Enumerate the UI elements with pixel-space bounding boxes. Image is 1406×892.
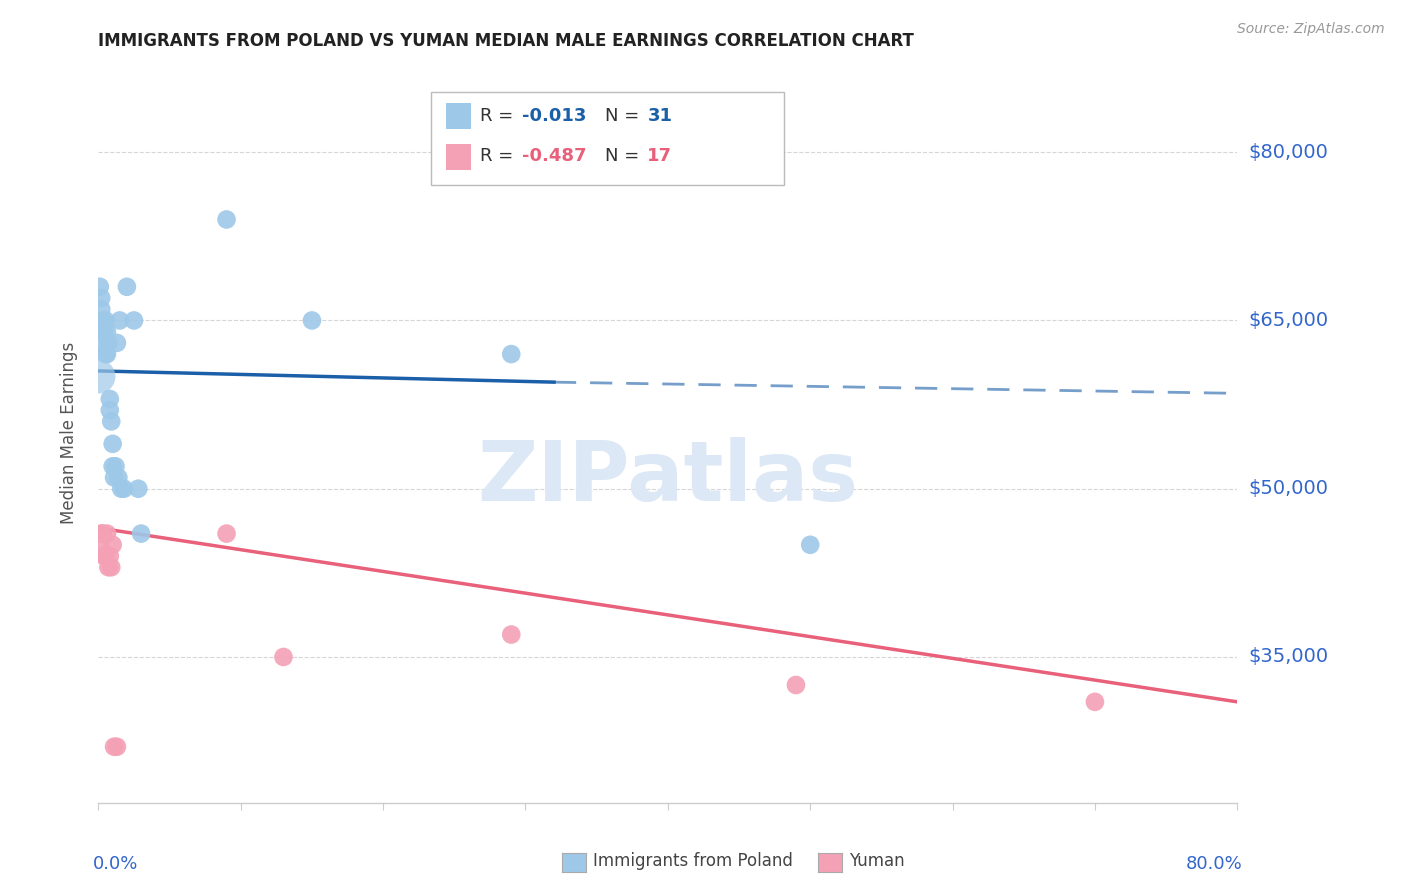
Text: $65,000: $65,000 <box>1249 311 1329 330</box>
Point <box>501 347 523 361</box>
Text: Immigrants from Poland: Immigrants from Poland <box>593 852 793 870</box>
Point <box>108 313 131 327</box>
Point <box>96 347 118 361</box>
Point <box>97 335 120 350</box>
Point <box>96 526 118 541</box>
Point <box>93 325 115 339</box>
Text: $80,000: $80,000 <box>1249 143 1329 161</box>
Point <box>97 560 120 574</box>
Text: 17: 17 <box>647 147 672 165</box>
FancyBboxPatch shape <box>432 92 785 185</box>
Text: 0.0%: 0.0% <box>93 855 138 872</box>
Text: $50,000: $50,000 <box>1249 479 1329 499</box>
Text: N =: N = <box>605 147 645 165</box>
Point <box>90 291 112 305</box>
Point <box>103 470 125 484</box>
Point <box>110 482 132 496</box>
Point <box>215 526 238 541</box>
Point <box>93 335 115 350</box>
Point <box>301 313 323 327</box>
Text: ZIPatlas: ZIPatlas <box>478 436 858 517</box>
FancyBboxPatch shape <box>446 103 471 129</box>
Text: -0.487: -0.487 <box>522 147 586 165</box>
Point <box>90 526 112 541</box>
Point <box>89 280 111 294</box>
Point <box>115 280 138 294</box>
Point <box>501 627 523 641</box>
Point <box>94 313 117 327</box>
Point <box>127 482 149 496</box>
Point <box>94 549 117 563</box>
Y-axis label: Median Male Earnings: Median Male Earnings <box>59 342 77 524</box>
Point <box>104 459 127 474</box>
Text: N =: N = <box>605 107 645 125</box>
Point <box>785 678 807 692</box>
Point <box>101 459 124 474</box>
Point <box>215 212 238 227</box>
Point <box>100 414 122 428</box>
Text: -0.013: -0.013 <box>522 107 586 125</box>
Point <box>101 538 124 552</box>
Text: R =: R = <box>479 147 519 165</box>
Point <box>273 650 295 665</box>
Point <box>98 403 121 417</box>
Point <box>129 526 152 541</box>
Text: IMMIGRANTS FROM POLAND VS YUMAN MEDIAN MALE EARNINGS CORRELATION CHART: IMMIGRANTS FROM POLAND VS YUMAN MEDIAN M… <box>98 32 914 50</box>
Point <box>93 549 115 563</box>
Text: Source: ZipAtlas.com: Source: ZipAtlas.com <box>1237 22 1385 37</box>
Point <box>105 335 128 350</box>
Point <box>103 739 125 754</box>
Point <box>90 302 112 317</box>
Point <box>799 538 821 552</box>
Point <box>98 392 121 406</box>
Point <box>91 313 114 327</box>
Point <box>94 347 117 361</box>
Point <box>1084 695 1107 709</box>
Point <box>91 526 114 541</box>
Text: Yuman: Yuman <box>849 852 905 870</box>
Point <box>107 470 129 484</box>
Text: R =: R = <box>479 107 519 125</box>
Point <box>112 482 135 496</box>
Text: 31: 31 <box>647 107 672 125</box>
Point <box>96 325 118 339</box>
Point <box>101 437 124 451</box>
Point <box>105 739 128 754</box>
Point <box>98 549 121 563</box>
Text: 80.0%: 80.0% <box>1187 855 1243 872</box>
Point <box>87 369 110 384</box>
Point <box>100 560 122 574</box>
Point <box>122 313 145 327</box>
Text: $35,000: $35,000 <box>1249 648 1329 666</box>
Point <box>89 538 111 552</box>
FancyBboxPatch shape <box>446 144 471 169</box>
